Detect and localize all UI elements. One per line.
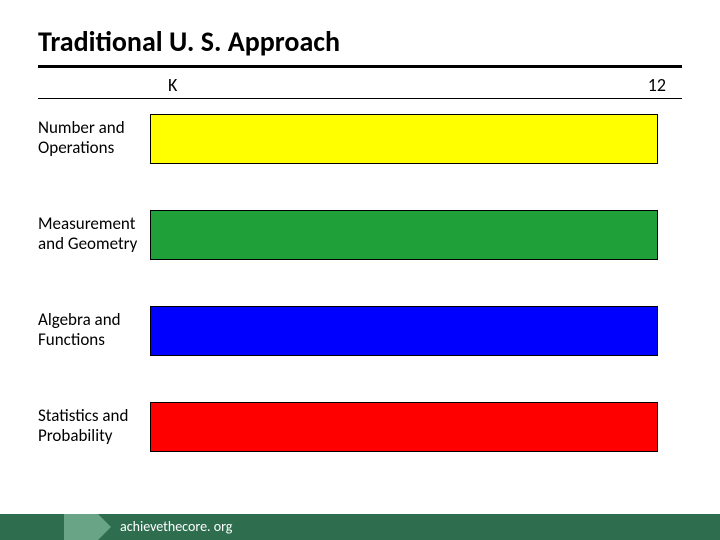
- axis-right-label: 12: [648, 74, 666, 96]
- row-label-text: Number and Operations: [38, 117, 125, 158]
- axis-left-label: K: [168, 74, 177, 96]
- bar-0: [150, 114, 658, 164]
- row-label-1: Measurement and Geometry: [38, 214, 146, 253]
- footer-chevron-icon: [64, 514, 98, 540]
- footer-text: achievethecore. org: [120, 514, 232, 540]
- title-wrap: Traditional U. S. Approach: [38, 24, 682, 68]
- row-label-2: Algebra and Functions: [38, 310, 146, 349]
- bar-2: [150, 306, 658, 356]
- row-label-0: Number and Operations: [38, 118, 146, 157]
- axis-right-text: 12: [648, 74, 666, 96]
- row-label-text: Measurement and Geometry: [38, 213, 137, 254]
- slide: Traditional U. S. Approach K 12 Number a…: [0, 0, 720, 540]
- axis-left-text: K: [168, 74, 177, 96]
- bar-1: [150, 210, 658, 260]
- row-label-text: Algebra and Functions: [38, 309, 121, 350]
- row-label-3: Statistics and Probability: [38, 406, 146, 445]
- bar-3: [150, 402, 658, 452]
- page-title: Traditional U. S. Approach: [38, 24, 682, 65]
- axis-rule: [38, 98, 682, 99]
- row-label-text: Statistics and Probability: [38, 405, 128, 446]
